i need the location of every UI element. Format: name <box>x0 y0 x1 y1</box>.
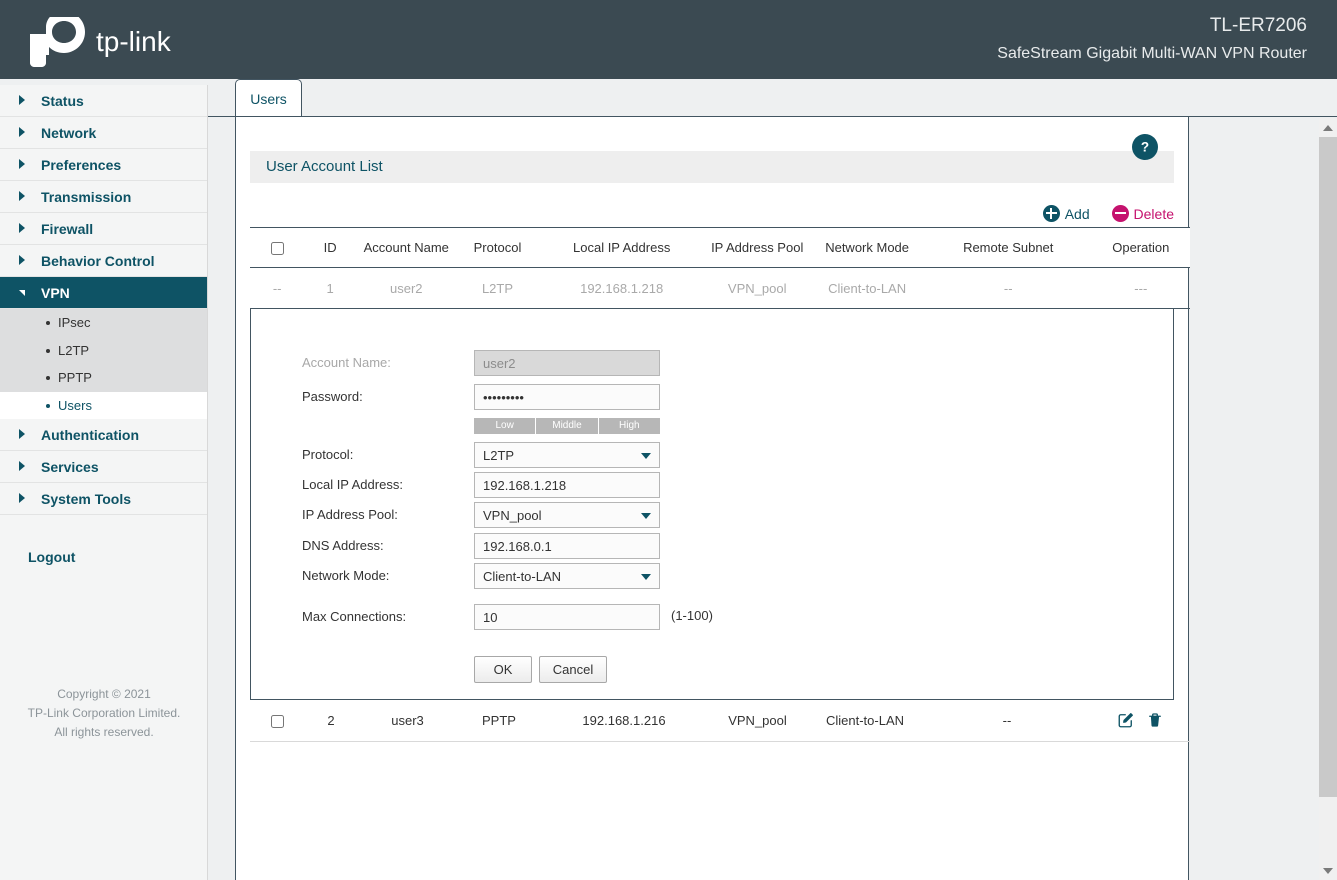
svg-text:tp-link: tp-link <box>96 26 172 57</box>
svg-text:?: ? <box>1141 140 1149 155</box>
